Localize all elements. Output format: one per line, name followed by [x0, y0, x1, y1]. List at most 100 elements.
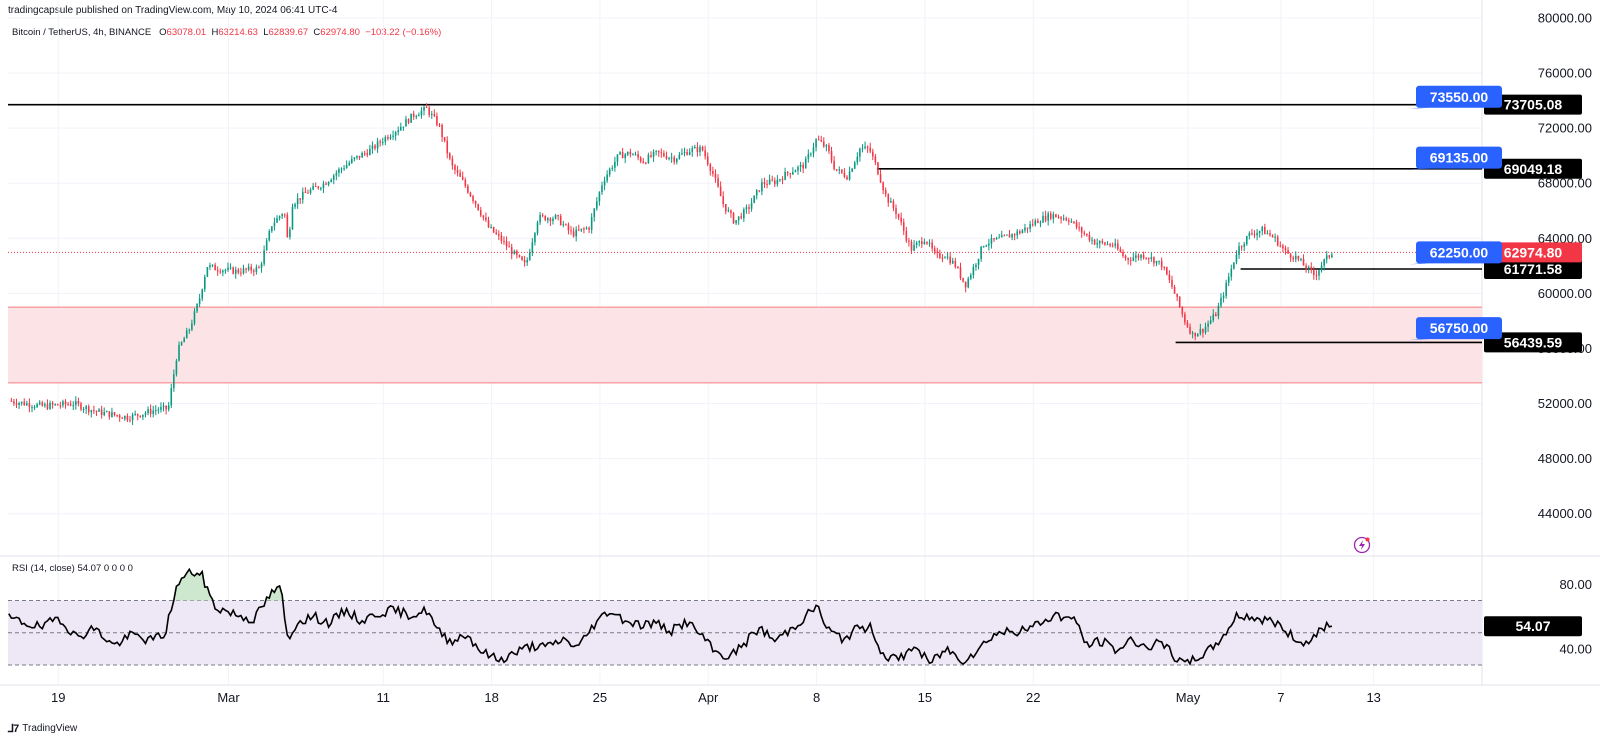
candle[interactable]: [897, 214, 900, 218]
candle[interactable]: [1235, 254, 1238, 263]
candle[interactable]: [490, 227, 492, 229]
candle[interactable]: [154, 410, 157, 412]
candle[interactable]: [510, 247, 513, 255]
candle[interactable]: [229, 267, 232, 269]
candle[interactable]: [402, 126, 405, 128]
candle[interactable]: [647, 154, 650, 163]
level-price-tag[interactable]: 56439.59: [1504, 334, 1563, 350]
candle[interactable]: [1331, 254, 1333, 258]
candle[interactable]: [1196, 333, 1199, 337]
candle[interactable]: [593, 208, 596, 218]
candle[interactable]: [180, 342, 183, 345]
footer-brand[interactable]: ⅃7 TradingView: [8, 722, 77, 735]
candle[interactable]: [418, 115, 420, 117]
candle[interactable]: [869, 147, 872, 152]
candle[interactable]: [1320, 265, 1323, 271]
candle[interactable]: [162, 405, 165, 408]
candle[interactable]: [1104, 242, 1106, 245]
candle[interactable]: [438, 124, 441, 126]
candle[interactable]: [1031, 224, 1034, 226]
candle[interactable]: [167, 405, 170, 410]
candle[interactable]: [598, 192, 601, 202]
candle[interactable]: [1258, 231, 1261, 233]
candle[interactable]: [727, 210, 730, 212]
candle[interactable]: [1119, 249, 1122, 252]
candle[interactable]: [433, 113, 436, 116]
candle[interactable]: [374, 145, 376, 149]
candle[interactable]: [993, 238, 995, 240]
candle[interactable]: [1080, 227, 1083, 233]
candle[interactable]: [1282, 245, 1284, 249]
candle[interactable]: [1034, 220, 1037, 225]
candle[interactable]: [247, 266, 250, 270]
candle[interactable]: [719, 186, 722, 197]
candle[interactable]: [846, 176, 848, 180]
candle[interactable]: [1096, 243, 1098, 245]
candle[interactable]: [320, 188, 322, 190]
candle[interactable]: [784, 171, 786, 180]
candle[interactable]: [1037, 220, 1039, 224]
candle[interactable]: [531, 242, 534, 253]
candle[interactable]: [410, 113, 412, 123]
candle[interactable]: [632, 154, 634, 156]
candle[interactable]: [957, 266, 959, 268]
candle[interactable]: [786, 171, 789, 174]
candle[interactable]: [815, 139, 817, 148]
candle[interactable]: [988, 243, 990, 246]
candle[interactable]: [18, 403, 20, 405]
candle[interactable]: [152, 410, 155, 414]
candle[interactable]: [552, 218, 554, 222]
candle[interactable]: [590, 217, 593, 230]
candle[interactable]: [683, 152, 686, 154]
candle[interactable]: [1011, 234, 1013, 238]
candle[interactable]: [327, 182, 330, 185]
candle[interactable]: [268, 231, 271, 241]
candle[interactable]: [407, 119, 410, 123]
candle[interactable]: [871, 151, 874, 157]
candle[interactable]: [1181, 306, 1184, 315]
candle[interactable]: [954, 260, 957, 267]
candle[interactable]: [670, 157, 673, 159]
candle[interactable]: [124, 415, 126, 419]
candle[interactable]: [1024, 227, 1026, 231]
rsi-legend[interactable]: RSI (14, close) 54.07 0 0 0 0: [12, 563, 133, 574]
candle[interactable]: [46, 404, 49, 409]
candle[interactable]: [49, 403, 51, 409]
candle[interactable]: [1264, 226, 1266, 235]
candle[interactable]: [394, 132, 397, 136]
candle[interactable]: [547, 218, 549, 221]
candle[interactable]: [340, 168, 343, 170]
candle[interactable]: [144, 413, 147, 415]
candle[interactable]: [557, 215, 559, 217]
candle[interactable]: [479, 210, 482, 216]
symbol-title[interactable]: Bitcoin / TetherUS, 4h, BINANCE: [12, 27, 152, 38]
candle[interactable]: [1060, 217, 1062, 219]
candle[interactable]: [541, 214, 544, 216]
candle[interactable]: [379, 141, 381, 143]
candle[interactable]: [1083, 232, 1086, 234]
candle[interactable]: [118, 415, 121, 418]
candle[interactable]: [985, 245, 988, 247]
candle[interactable]: [85, 406, 87, 409]
candle[interactable]: [23, 401, 26, 406]
candle[interactable]: [913, 244, 915, 251]
candle[interactable]: [828, 145, 830, 152]
candle[interactable]: [95, 410, 98, 412]
candle[interactable]: [794, 170, 797, 173]
candle[interactable]: [302, 191, 304, 200]
candle[interactable]: [175, 360, 178, 375]
candle[interactable]: [1225, 282, 1227, 296]
candle[interactable]: [1227, 276, 1230, 283]
candle[interactable]: [134, 413, 136, 415]
candle[interactable]: [366, 153, 369, 156]
candle[interactable]: [848, 171, 851, 180]
candle[interactable]: [263, 250, 265, 264]
candle[interactable]: [745, 207, 748, 210]
candle[interactable]: [712, 171, 714, 174]
candle[interactable]: [227, 267, 229, 270]
candle[interactable]: [428, 107, 430, 115]
candle[interactable]: [126, 415, 129, 420]
candle[interactable]: [629, 151, 632, 155]
lightning-icon[interactable]: [1353, 536, 1371, 554]
candle[interactable]: [902, 222, 905, 231]
